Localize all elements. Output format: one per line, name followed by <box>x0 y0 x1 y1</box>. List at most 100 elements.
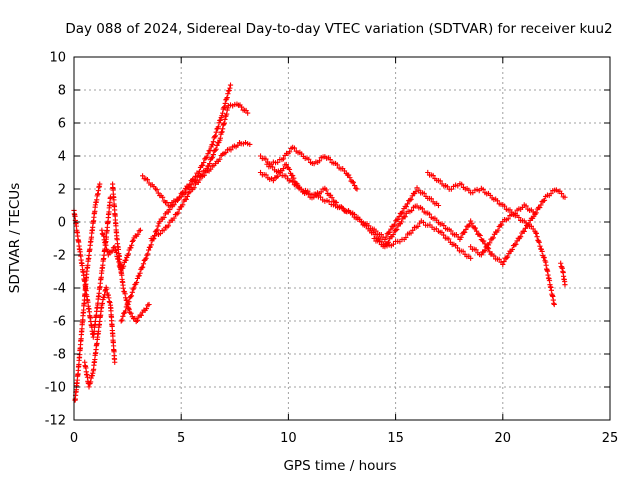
plus-marker <box>205 151 211 157</box>
plus-marker <box>221 104 228 110</box>
plus-marker <box>458 234 464 240</box>
plus-marker <box>161 227 167 233</box>
plus-marker <box>541 197 548 203</box>
plus-marker <box>165 223 171 229</box>
plus-marker <box>435 202 442 209</box>
plus-marker <box>139 265 145 271</box>
plus-marker <box>376 238 383 245</box>
plus-marker <box>130 286 136 292</box>
plus-marker <box>135 231 141 237</box>
plus-marker <box>280 156 287 162</box>
plus-marker <box>216 120 222 126</box>
plus-marker <box>400 209 406 215</box>
plus-marker <box>263 172 269 178</box>
chart-title: Day 088 of 2024, Sidereal Day-to-day VTE… <box>65 21 612 37</box>
plus-marker <box>421 190 427 196</box>
plus-marker <box>363 223 370 229</box>
plus-marker <box>161 214 167 221</box>
plus-marker <box>146 247 152 253</box>
plus-marker <box>188 182 194 188</box>
plus-marker <box>390 231 396 238</box>
plus-marker <box>489 236 495 242</box>
plus-marker <box>463 226 469 232</box>
plus-marker <box>120 263 127 269</box>
plus-marker <box>465 223 471 229</box>
plus-marker <box>391 222 398 228</box>
plus-marker <box>413 189 419 195</box>
plus-marker <box>245 110 251 116</box>
plus-marker <box>495 227 501 233</box>
plus-marker <box>533 210 539 216</box>
plus-marker <box>220 126 226 132</box>
plus-marker <box>164 199 170 206</box>
data-points <box>71 82 568 403</box>
plus-marker <box>283 161 289 168</box>
plus-marker <box>538 202 544 208</box>
series-arc-11 <box>264 161 474 261</box>
plus-marker <box>428 196 434 202</box>
plus-marker <box>154 187 160 193</box>
plus-marker <box>222 100 228 106</box>
y-tick-label: 0 <box>58 216 66 231</box>
y-tick-label: -12 <box>45 414 66 429</box>
plus-marker <box>533 230 539 236</box>
y-tick-labels: 10 8 6 4 2 0 -2 -4 -6 -8 -10 -12 <box>45 51 66 429</box>
plus-marker <box>388 226 394 232</box>
plus-marker <box>334 162 340 168</box>
plus-marker <box>208 166 214 172</box>
series-arc-15 <box>558 260 568 288</box>
plus-marker <box>408 196 414 202</box>
plus-marker <box>403 234 409 241</box>
plus-marker <box>112 247 118 253</box>
plus-marker <box>280 165 286 172</box>
plus-marker <box>174 211 180 217</box>
plus-marker <box>404 201 411 207</box>
plus-marker <box>217 135 223 141</box>
plus-marker <box>144 177 151 183</box>
series-arc-7 <box>140 101 251 209</box>
plus-marker <box>120 313 126 319</box>
plus-marker <box>482 241 488 247</box>
plus-marker <box>398 210 405 216</box>
plus-marker <box>305 188 311 194</box>
plus-marker <box>103 242 109 248</box>
plus-marker <box>504 254 511 260</box>
plus-marker <box>102 240 108 246</box>
plus-marker <box>283 173 289 179</box>
plus-marker <box>134 275 141 282</box>
plus-marker <box>128 294 134 300</box>
plus-marker <box>548 191 554 197</box>
plus-marker <box>426 211 433 217</box>
plus-marker <box>290 173 296 179</box>
x-tick-label: 5 <box>177 431 185 446</box>
plus-marker <box>503 255 509 261</box>
plus-marker <box>416 187 422 193</box>
plus-marker <box>408 230 414 236</box>
plus-marker <box>221 120 227 126</box>
plus-marker <box>129 289 135 295</box>
plus-marker <box>352 182 358 189</box>
plus-marker <box>137 227 144 233</box>
plus-marker <box>119 317 125 323</box>
plus-marker <box>128 293 135 299</box>
plus-marker <box>537 204 543 211</box>
plus-marker <box>329 195 335 201</box>
y-tick-label: 4 <box>58 150 66 165</box>
plus-marker <box>512 242 518 248</box>
plus-marker <box>523 220 529 226</box>
plus-marker <box>353 185 359 191</box>
plus-marker <box>122 308 129 314</box>
plus-marker <box>523 203 529 209</box>
plus-marker <box>287 149 293 155</box>
y-axis-label: SDTVAR / TECUs <box>7 183 23 293</box>
plus-marker <box>207 147 213 153</box>
plus-marker <box>500 261 506 268</box>
plus-marker <box>227 82 234 88</box>
plus-marker <box>148 242 154 248</box>
series-arc-9 <box>257 144 360 192</box>
plus-marker <box>481 238 487 244</box>
plus-marker <box>180 202 186 208</box>
series-arc-12 <box>371 203 538 268</box>
plus-marker <box>200 162 206 168</box>
plus-marker <box>349 179 355 185</box>
